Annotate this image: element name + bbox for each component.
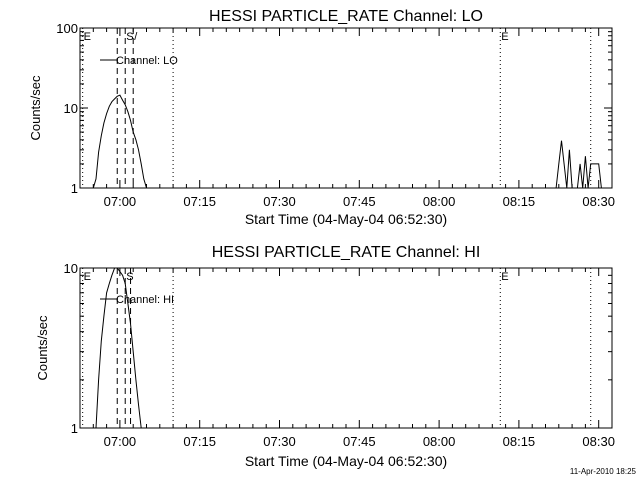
panel-channel-lo: HESSI PARTICLE_RATE Channel: LO Counts/s… — [28, 8, 615, 227]
x-tick-label: 08:00 — [423, 434, 456, 449]
x-tick-label: 07:30 — [263, 434, 296, 449]
legend-label: Channel: HI — [116, 294, 174, 306]
x-tick-label: 07:00 — [104, 434, 137, 449]
chart-title: HESSI PARTICLE_RATE Channel: LO — [209, 8, 483, 25]
series-line — [92, 94, 602, 189]
y-tick-label: 100 — [56, 21, 78, 36]
y-tick-group: 1 10 100 — [56, 21, 612, 196]
y-axis-label: Counts/sec — [28, 75, 43, 141]
x-axis-label: Start Time (04-May-04 06:52:30) — [245, 453, 447, 469]
y-tick-label: 10 — [64, 261, 78, 276]
marker-label: / — [134, 31, 138, 43]
marker-label: E — [501, 271, 508, 283]
legend-label: Channel: LO — [116, 55, 178, 67]
marker-label: S — [126, 271, 133, 283]
series-group — [95, 267, 144, 429]
x-axis-label: Start Time (04-May-04 06:52:30) — [245, 211, 447, 227]
y-tick-label: 1 — [71, 421, 78, 436]
series-group — [92, 94, 602, 189]
marker-label: E — [84, 31, 91, 43]
x-tick-label: 07:15 — [183, 194, 216, 209]
x-tick-label: 07:30 — [263, 194, 296, 209]
footer-timestamp: 11-Apr-2010 18:25 — [570, 467, 637, 476]
x-tick-label: 08:00 — [423, 194, 456, 209]
chart-title: HESSI PARTICLE_RATE Channel: HI — [212, 244, 481, 261]
marker-label: E — [501, 31, 508, 43]
marker-label: E — [84, 271, 91, 283]
x-tick-label: 08:30 — [582, 194, 615, 209]
legend: Channel: HI — [100, 294, 174, 306]
x-tick-group: 07:00 07:15 07:30 07:45 08:00 08:15 08:30 — [79, 268, 615, 449]
x-tick-label: 08:30 — [582, 434, 615, 449]
y-axis-label: Counts/sec — [35, 315, 50, 381]
marker-label: S — [126, 31, 133, 43]
plot-frame — [79, 267, 613, 429]
x-tick-label: 07:45 — [343, 194, 376, 209]
panel-channel-hi: HESSI PARTICLE_RATE Channel: HI Counts/s… — [35, 244, 615, 469]
x-tick-group: 07:00 07:15 07:30 07:45 08:00 08:15 08:30 — [79, 28, 615, 209]
x-tick-label: 08:15 — [503, 434, 536, 449]
x-tick-label: 07:45 — [343, 434, 376, 449]
x-tick-label: 07:00 — [104, 194, 137, 209]
legend: Channel: LO — [100, 55, 178, 67]
plot-frame — [79, 27, 613, 189]
series-line — [95, 267, 144, 429]
vline-group: E S / E — [82, 28, 592, 188]
y-tick-group: 1 10 — [64, 261, 612, 436]
y-tick-label: 1 — [71, 181, 78, 196]
y-tick-label: 10 — [64, 101, 78, 116]
x-tick-label: 07:15 — [183, 434, 216, 449]
x-tick-label: 08:15 — [503, 194, 536, 209]
